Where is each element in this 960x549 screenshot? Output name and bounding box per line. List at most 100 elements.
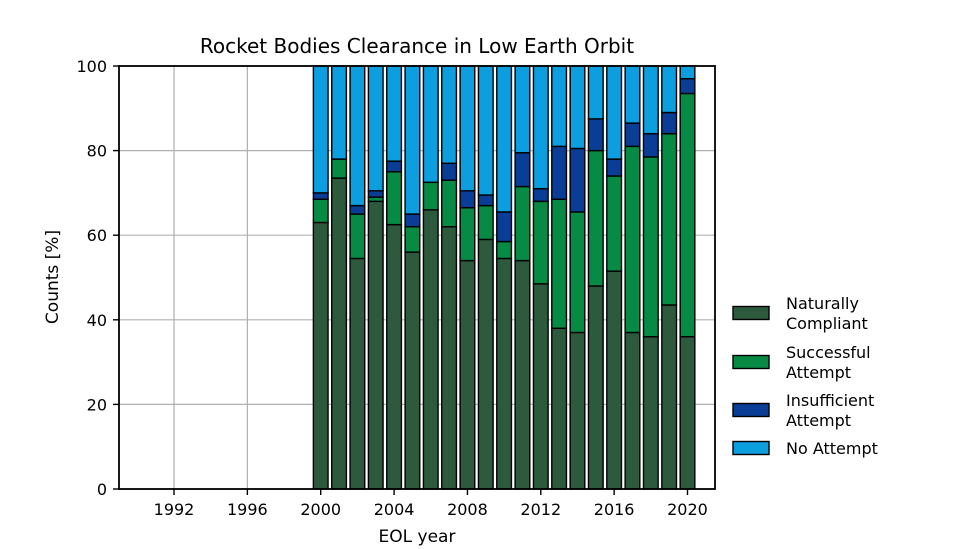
bar-no-attempt-2002 [349, 65, 366, 207]
bar-no-attempt-2019 [661, 65, 678, 114]
bar-successful-attempt-2004 [386, 171, 403, 226]
x-tick-label: 2016 [594, 500, 635, 519]
bar-no-attempt-2014 [569, 65, 586, 150]
bar-no-attempt-2011 [514, 65, 531, 154]
bar-no-attempt-2005 [404, 65, 421, 215]
bar-insufficient-attempt-2007 [441, 162, 458, 181]
bar-insufficient-attempt-2013 [551, 145, 568, 200]
bar-insufficient-attempt-2010 [496, 211, 513, 243]
bar-no-attempt-2006 [422, 65, 439, 184]
bar-naturally-compliant-2018 [642, 336, 659, 490]
bar-insufficient-attempt-2005 [404, 213, 421, 228]
bar-successful-attempt-2016 [606, 175, 623, 272]
x-tick-label: 2000 [300, 500, 341, 519]
bar-naturally-compliant-2019 [661, 304, 678, 490]
bar-insufficient-attempt-2017 [624, 122, 641, 148]
bar-naturally-compliant-2017 [624, 331, 641, 490]
bar-naturally-compliant-2014 [569, 331, 586, 490]
legend: Naturally Compliant Successful Attempt Insuf… [732, 294, 878, 458]
legend-label: Naturally Compliant [786, 294, 868, 333]
bars [312, 65, 696, 490]
bar-naturally-compliant-2013 [551, 327, 568, 490]
bar-no-attempt-2016 [606, 65, 623, 160]
bar-insufficient-attempt-2002 [349, 204, 366, 215]
x-tick-label: 2012 [520, 500, 561, 519]
bar-successful-attempt-2018 [642, 156, 659, 338]
bar-no-attempt-2000 [312, 65, 329, 194]
bar-naturally-compliant-2002 [349, 257, 366, 490]
bar-naturally-compliant-2009 [477, 238, 494, 490]
bar-insufficient-attempt-2016 [606, 158, 623, 177]
bar-no-attempt-2017 [624, 65, 641, 124]
bar-successful-attempt-2017 [624, 145, 641, 334]
bar-successful-attempt-2014 [569, 211, 586, 334]
bar-successful-attempt-2015 [587, 149, 604, 287]
bar-naturally-compliant-2005 [404, 251, 421, 490]
y-tick-label: 80 [87, 142, 107, 161]
bar-naturally-compliant-2020 [679, 336, 696, 490]
bar-no-attempt-2013 [551, 65, 568, 148]
legend-label: Successful Attempt [786, 343, 871, 382]
bar-no-attempt-2020 [679, 65, 696, 80]
bar-naturally-compliant-2006 [422, 209, 439, 490]
bar-naturally-compliant-2007 [441, 226, 458, 490]
x-tick-label: 1992 [154, 500, 195, 519]
bar-no-attempt-2015 [587, 65, 604, 120]
x-axis-label: EOL year [379, 527, 456, 547]
bar-insufficient-attempt-2020 [679, 77, 696, 95]
chart-title: Rocket Bodies Clearance in Low Earth Orb… [200, 34, 634, 58]
bar-naturally-compliant-2010 [496, 257, 513, 490]
bar-no-attempt-2009 [477, 65, 494, 196]
legend-label: No Attempt [786, 439, 878, 458]
x-tick-label: 1996 [227, 500, 268, 519]
bar-no-attempt-2008 [459, 65, 476, 192]
bar-no-attempt-2001 [331, 65, 348, 160]
bar-no-attempt-2003 [367, 65, 384, 192]
bar-no-attempt-2007 [441, 65, 458, 164]
bar-insufficient-attempt-2014 [569, 147, 586, 213]
bar-insufficient-attempt-2000 [312, 192, 329, 200]
bar-naturally-compliant-2012 [532, 283, 549, 490]
y-tick-label: 100 [76, 57, 107, 76]
y-tick-label: 60 [87, 226, 107, 245]
bar-insufficient-attempt-2018 [642, 132, 659, 158]
bar-successful-attempt-2012 [532, 200, 549, 285]
y-axis-label: Counts [%] [43, 230, 63, 324]
bar-insufficient-attempt-2011 [514, 152, 531, 188]
bar-successful-attempt-2019 [661, 132, 678, 306]
bar-insufficient-attempt-2012 [532, 187, 549, 203]
bar-successful-attempt-2000 [312, 198, 329, 224]
y-tick-label: 40 [87, 311, 107, 330]
bar-successful-attempt-2005 [404, 226, 421, 253]
plot-frame [118, 65, 716, 490]
bar-successful-attempt-2006 [422, 181, 439, 211]
bar-insufficient-attempt-2019 [661, 111, 678, 135]
legend-swatch [732, 305, 770, 321]
bar-no-attempt-2010 [496, 65, 513, 213]
y-tick-label: 20 [87, 395, 107, 414]
bar-insufficient-attempt-2009 [477, 194, 494, 207]
bar-naturally-compliant-2004 [386, 223, 403, 490]
bar-naturally-compliant-2016 [606, 270, 623, 490]
bar-no-attempt-2018 [642, 65, 659, 135]
bar-successful-attempt-2013 [551, 198, 568, 329]
legend-swatch [732, 440, 770, 456]
y-axis-ticks: 0 20 40 60 80 100 [76, 57, 119, 499]
bar-successful-attempt-2009 [477, 204, 494, 241]
bar-naturally-compliant-2003 [367, 200, 384, 490]
bar-naturally-compliant-2008 [459, 259, 476, 490]
bar-successful-attempt-2008 [459, 207, 476, 262]
bar-no-attempt-2012 [532, 65, 549, 190]
bar-no-attempt-2004 [386, 65, 403, 162]
bar-naturally-compliant-2001 [331, 177, 348, 490]
x-axis-ticks: 1992 1996 2000 2004 2008 2012 2016 2020 [154, 489, 708, 519]
legend-label: Insufficient Attempt [786, 391, 874, 430]
bar-successful-attempt-2010 [496, 240, 513, 260]
bar-insufficient-attempt-2003 [367, 190, 384, 198]
y-tick-label: 0 [97, 480, 107, 499]
bar-insufficient-attempt-2008 [459, 190, 476, 209]
x-tick-label: 2020 [667, 500, 708, 519]
bar-successful-attempt-2002 [349, 213, 366, 260]
bar-naturally-compliant-2015 [587, 285, 604, 490]
